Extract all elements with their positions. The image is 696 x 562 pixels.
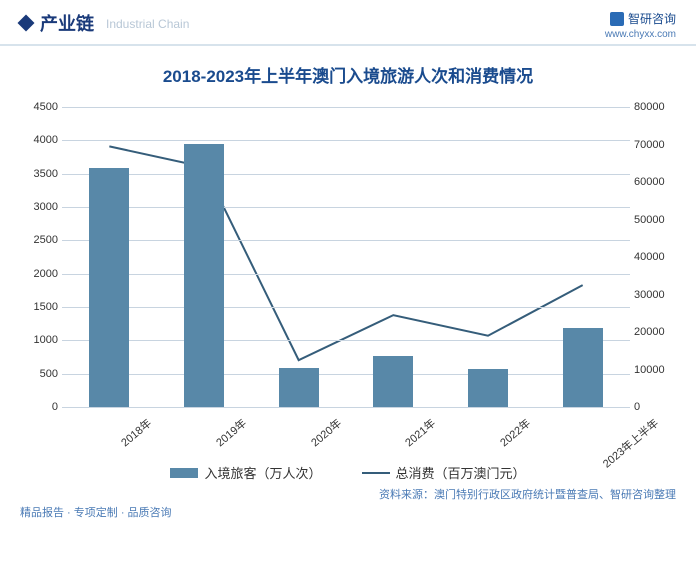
legend-bar-item: 入境旅客（万人次） (170, 463, 321, 482)
bar (468, 369, 508, 407)
source-text: 资料来源：澳门特别行政区政府统计暨普查局、智研咨询整理 (0, 482, 696, 502)
diamond-icon (18, 15, 35, 32)
y-right-tick: 40000 (634, 251, 674, 263)
header-right: 智研咨询 www.chyxx.com (605, 10, 676, 40)
bar (279, 368, 319, 407)
y-left-tick: 4500 (22, 101, 58, 113)
gridline (62, 374, 630, 375)
bar (89, 168, 129, 407)
chart-area: 0 500 1000 1500 2000 2500 3000 3500 4000 4500 0 100… (20, 97, 676, 457)
line-svg (62, 107, 630, 407)
y-right-tick: 10000 (634, 364, 674, 376)
x-tick-label: 2020年 (307, 415, 344, 450)
bar (563, 328, 603, 407)
y-right-tick: 70000 (634, 139, 674, 151)
line-series (109, 146, 582, 360)
y-right-tick: 20000 (634, 326, 674, 338)
gridline (62, 340, 630, 341)
legend-line-item: 总消费（百万澳门元） (362, 463, 526, 482)
section-title: 产业链 (40, 10, 94, 36)
y-left-tick: 0 (22, 401, 58, 413)
y-right-tick: 0 (634, 401, 674, 413)
header: 产业链 Industrial Chain 智研咨询 www.chyxx.com (0, 0, 696, 46)
brand: 智研咨询 (605, 10, 676, 27)
gridline (62, 107, 630, 108)
gridline (62, 174, 630, 175)
x-tick-label: 2021年 (402, 415, 439, 450)
y-left-tick: 1000 (22, 334, 58, 346)
section-subtitle: Industrial Chain (106, 17, 189, 31)
x-tick-label: 2018年 (118, 415, 155, 450)
y-left-tick: 500 (22, 368, 58, 380)
brand-text: 智研咨询 (628, 10, 676, 27)
y-right-tick: 60000 (634, 176, 674, 188)
legend: 入境旅客（万人次） 总消费（百万澳门元） (0, 463, 696, 482)
x-tick-label: 2022年 (496, 415, 533, 450)
y-left-tick: 4000 (22, 134, 58, 146)
y-left-tick: 3000 (22, 201, 58, 213)
y-left-tick: 3500 (22, 168, 58, 180)
gridline (62, 407, 630, 408)
plot-region: 0500100015002000250030003500400045000100… (62, 107, 630, 407)
footer-text: 精品报告 · 专项定制 · 品质咨询 (0, 502, 696, 522)
y-right-tick: 80000 (634, 101, 674, 113)
bar (373, 356, 413, 407)
y-left-tick: 1500 (22, 301, 58, 313)
chart-title: 2018-2023年上半年澳门入境旅游人次和消费情况 (0, 62, 696, 87)
brand-url: www.chyxx.com (605, 29, 676, 40)
bar (184, 144, 224, 407)
y-right-tick: 30000 (634, 289, 674, 301)
gridline (62, 240, 630, 241)
y-right-tick: 50000 (634, 214, 674, 226)
header-left: 产业链 Industrial Chain (20, 10, 189, 36)
legend-bar-label: 入境旅客（万人次） (204, 463, 321, 482)
gridline (62, 274, 630, 275)
y-left-tick: 2500 (22, 234, 58, 246)
x-tick-label: 2019年 (212, 415, 249, 450)
gridline (62, 140, 630, 141)
gridline (62, 307, 630, 308)
y-left-tick: 2000 (22, 268, 58, 280)
legend-line-label: 总消费（百万澳门元） (396, 463, 526, 482)
brand-icon (610, 12, 624, 26)
legend-bar-swatch (170, 468, 198, 478)
gridline (62, 207, 630, 208)
legend-line-swatch (362, 472, 390, 474)
